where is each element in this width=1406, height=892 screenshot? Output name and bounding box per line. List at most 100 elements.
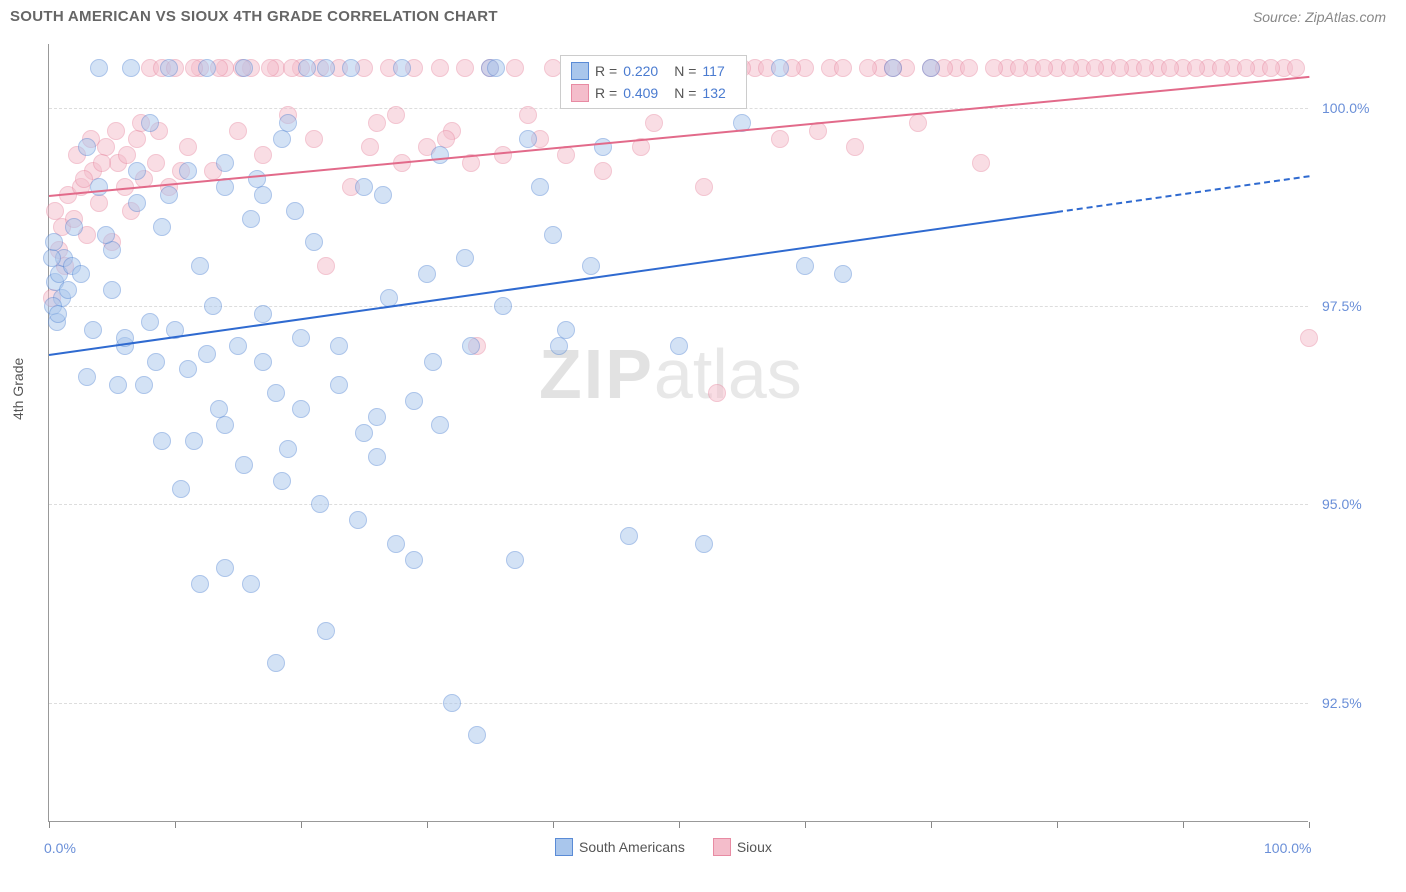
scatter-point bbox=[494, 146, 512, 164]
scatter-point bbox=[884, 59, 902, 77]
scatter-point bbox=[809, 122, 827, 140]
scatter-point bbox=[153, 432, 171, 450]
scatter-point bbox=[267, 654, 285, 672]
scatter-point bbox=[107, 122, 125, 140]
scatter-point bbox=[620, 527, 638, 545]
scatter-point bbox=[695, 178, 713, 196]
gridline bbox=[49, 703, 1308, 704]
scatter-point bbox=[93, 154, 111, 172]
trend-line bbox=[1057, 175, 1309, 213]
scatter-point bbox=[147, 353, 165, 371]
scatter-point bbox=[1086, 59, 1104, 77]
scatter-point bbox=[90, 194, 108, 212]
scatter-point bbox=[286, 202, 304, 220]
scatter-point bbox=[985, 59, 1003, 77]
scatter-point bbox=[909, 114, 927, 132]
scatter-point bbox=[1262, 59, 1280, 77]
scatter-point bbox=[506, 551, 524, 569]
legend-swatch bbox=[713, 838, 731, 856]
scatter-point bbox=[128, 130, 146, 148]
scatter-point bbox=[185, 432, 203, 450]
scatter-point bbox=[1035, 59, 1053, 77]
xtick-mark bbox=[1309, 822, 1310, 828]
scatter-point bbox=[846, 138, 864, 156]
scatter-point bbox=[248, 170, 266, 188]
scatter-point bbox=[273, 472, 291, 490]
scatter-point bbox=[216, 559, 234, 577]
scatter-point bbox=[431, 59, 449, 77]
xtick-mark bbox=[553, 822, 554, 828]
scatter-point bbox=[834, 59, 852, 77]
scatter-point bbox=[387, 535, 405, 553]
scatter-point bbox=[557, 146, 575, 164]
scatter-point bbox=[118, 146, 136, 164]
scatter-point bbox=[128, 162, 146, 180]
legend-bottom: South Americans Sioux bbox=[555, 838, 790, 856]
scatter-point bbox=[254, 146, 272, 164]
scatter-point bbox=[506, 59, 524, 77]
legend-label: Sioux bbox=[737, 839, 772, 855]
scatter-point bbox=[960, 59, 978, 77]
legend-swatch bbox=[571, 84, 589, 102]
n-value: 117 bbox=[702, 63, 724, 79]
ytick-label: 97.5% bbox=[1322, 298, 1362, 314]
scatter-point bbox=[191, 257, 209, 275]
scatter-point bbox=[531, 178, 549, 196]
scatter-point bbox=[771, 130, 789, 148]
scatter-point bbox=[128, 194, 146, 212]
scatter-point bbox=[311, 495, 329, 513]
xtick-mark bbox=[931, 822, 932, 828]
scatter-point bbox=[305, 130, 323, 148]
plot-area: ZIPatlas bbox=[48, 44, 1308, 822]
ytick-label: 92.5% bbox=[1322, 695, 1362, 711]
scatter-point bbox=[355, 424, 373, 442]
scatter-point bbox=[254, 353, 272, 371]
scatter-point bbox=[544, 226, 562, 244]
xtick-label: 100.0% bbox=[1264, 840, 1311, 856]
scatter-point bbox=[1161, 59, 1179, 77]
scatter-point bbox=[204, 297, 222, 315]
scatter-point bbox=[594, 138, 612, 156]
scatter-point bbox=[292, 329, 310, 347]
scatter-point bbox=[550, 337, 568, 355]
scatter-point bbox=[431, 146, 449, 164]
scatter-point bbox=[972, 154, 990, 172]
scatter-point bbox=[235, 456, 253, 474]
scatter-point bbox=[462, 337, 480, 355]
xtick-mark bbox=[427, 822, 428, 828]
scatter-point bbox=[216, 154, 234, 172]
scatter-point bbox=[59, 281, 77, 299]
scatter-point bbox=[141, 313, 159, 331]
scatter-point bbox=[216, 416, 234, 434]
scatter-point bbox=[90, 59, 108, 77]
r-label: R = bbox=[595, 63, 617, 79]
scatter-point bbox=[519, 106, 537, 124]
scatter-point bbox=[160, 186, 178, 204]
scatter-point bbox=[43, 249, 61, 267]
scatter-point bbox=[708, 384, 726, 402]
xtick-mark bbox=[679, 822, 680, 828]
scatter-point bbox=[374, 186, 392, 204]
ytick-label: 100.0% bbox=[1322, 100, 1369, 116]
scatter-point bbox=[273, 130, 291, 148]
scatter-point bbox=[49, 305, 67, 323]
scatter-point bbox=[254, 186, 272, 204]
r-value: 0.220 bbox=[623, 63, 658, 79]
scatter-point bbox=[418, 265, 436, 283]
legend-label: South Americans bbox=[579, 839, 685, 855]
scatter-point bbox=[519, 130, 537, 148]
scatter-point bbox=[342, 59, 360, 77]
scatter-point bbox=[298, 59, 316, 77]
n-label: N = bbox=[674, 63, 696, 79]
gridline bbox=[49, 504, 1308, 505]
scatter-point bbox=[1300, 329, 1318, 347]
scatter-point bbox=[235, 59, 253, 77]
scatter-point bbox=[141, 114, 159, 132]
chart-header: SOUTH AMERICAN VS SIOUX 4TH GRADE CORREL… bbox=[0, 0, 1406, 27]
xtick-mark bbox=[175, 822, 176, 828]
scatter-point bbox=[431, 416, 449, 434]
scatter-point bbox=[771, 59, 789, 77]
scatter-point bbox=[109, 376, 127, 394]
stats-row: R =0.409N =132 bbox=[571, 82, 736, 104]
scatter-point bbox=[122, 59, 140, 77]
